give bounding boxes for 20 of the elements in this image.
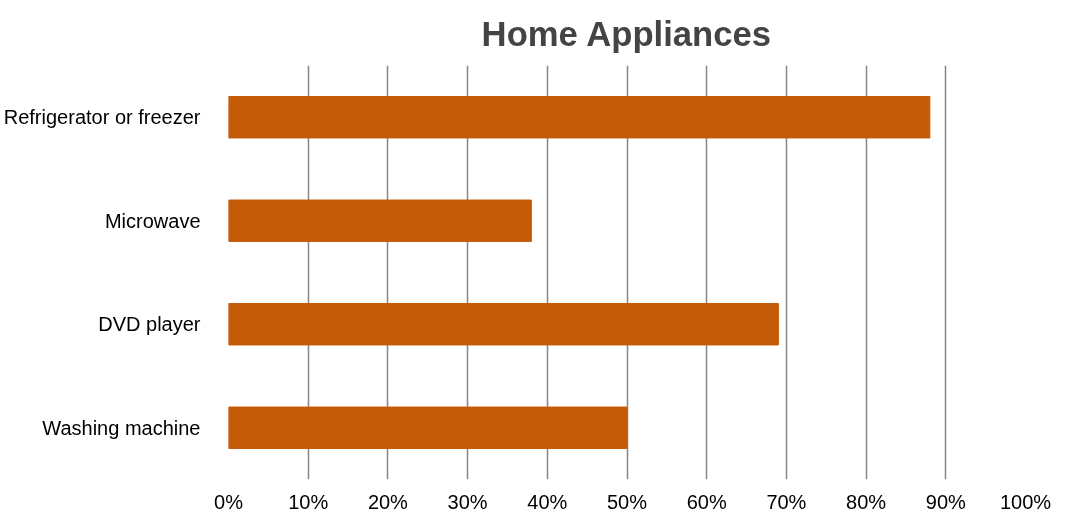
x-tick-label: 50%	[606, 490, 648, 513]
chart-title: Home Appliances	[481, 15, 772, 53]
y-tick-label: Refrigerator or freezer	[3, 106, 201, 129]
x-tick-label: 20%	[367, 490, 409, 513]
x-tick-label: 40%	[527, 490, 568, 513]
bar	[228, 96, 931, 139]
bar	[228, 303, 779, 346]
x-tick-label: 0%	[214, 490, 244, 513]
y-tick-label: Microwave	[104, 209, 201, 232]
x-tick-label: 80%	[846, 490, 887, 513]
x-tick-label: 30%	[447, 490, 488, 513]
y-tick-label: Washing machine	[42, 416, 201, 439]
x-tick-label: 10%	[288, 490, 329, 513]
y-tick-label: DVD player	[98, 313, 201, 336]
x-tick-label: 60%	[686, 490, 727, 513]
x-tick-label: 70%	[766, 490, 807, 513]
x-tick-label: 100%	[999, 490, 1052, 513]
x-tick-label: 90%	[925, 490, 967, 513]
bar	[228, 199, 532, 242]
bar	[228, 406, 628, 449]
